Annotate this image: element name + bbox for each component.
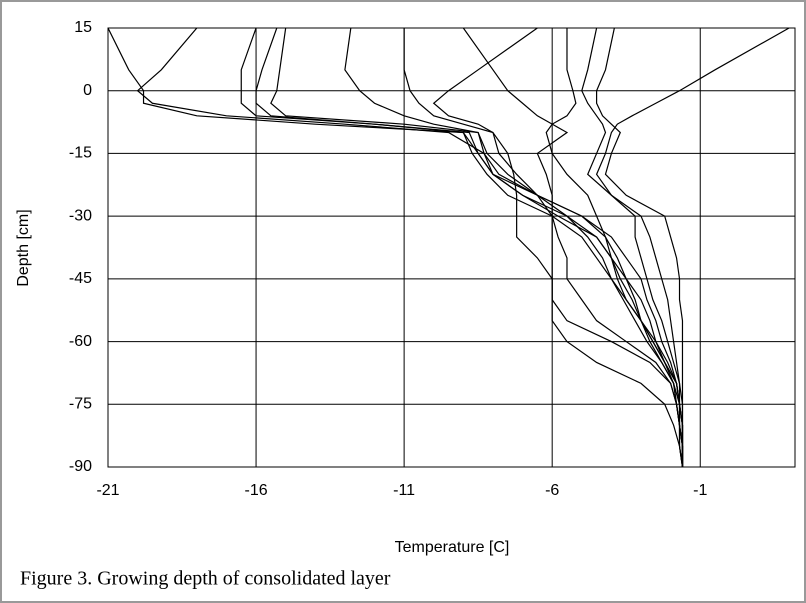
- plot-background: [107, 27, 796, 468]
- x-tick-label: -16: [244, 482, 267, 499]
- profile-line: [432, 28, 684, 467]
- x-tick-label: -6: [545, 482, 559, 499]
- y-tick-label: -75: [69, 396, 92, 413]
- y-tick-label: 0: [83, 82, 92, 99]
- x-tick-label: -1: [693, 482, 707, 499]
- x-tick-label: -11: [393, 482, 415, 499]
- profile-line: [344, 28, 684, 467]
- y-tick-label: 15: [74, 19, 92, 36]
- x-tick-label: -21: [96, 482, 119, 499]
- profile-line: [545, 28, 684, 467]
- chart-title: Figure 3. Growing depth of consolidated …: [20, 568, 391, 590]
- profile-line: [595, 28, 790, 467]
- y-tick-label: -60: [69, 333, 92, 350]
- y-tick-label: -15: [69, 145, 92, 162]
- profile-line: [462, 28, 684, 467]
- y-axis-label: Depth [cm]: [15, 209, 32, 286]
- x-axis-label: Temperature [C]: [395, 539, 510, 556]
- y-tick-label: -45: [69, 270, 92, 287]
- y-tick-label: -90: [69, 458, 92, 475]
- y-tick-label: -30: [69, 207, 92, 224]
- plot-area: [107, 27, 796, 468]
- profile-line: [581, 28, 684, 467]
- profile-line: [240, 28, 684, 467]
- profile-line: [595, 28, 684, 467]
